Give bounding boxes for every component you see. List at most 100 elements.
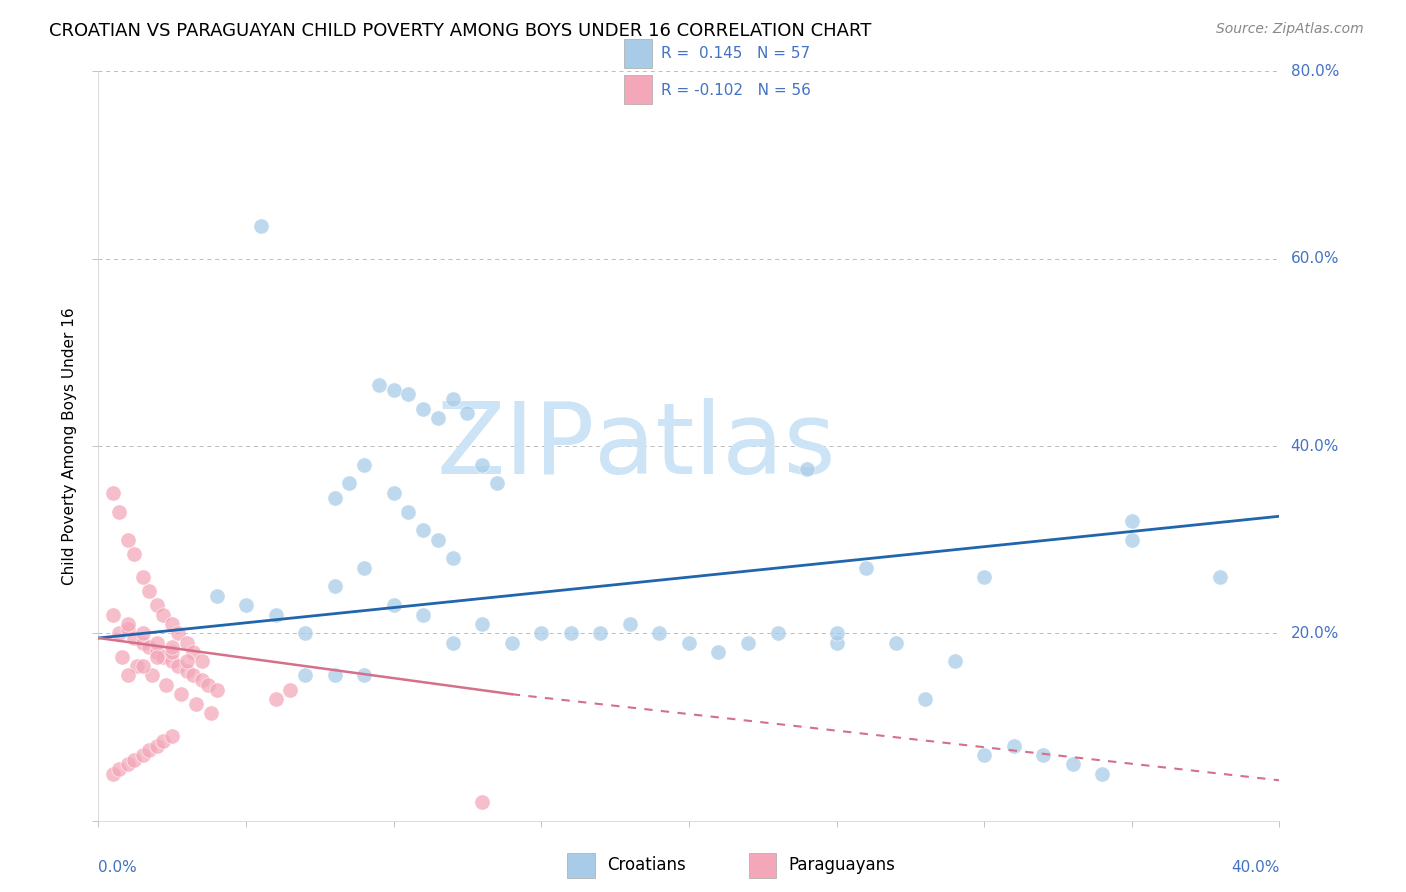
Point: [117, 757, 139, 772]
Point: [162, 655, 183, 669]
Point: [167, 659, 190, 673]
Point: [176, 655, 198, 669]
Point: [441, 551, 464, 566]
Point: [1121, 514, 1143, 528]
Point: [323, 580, 346, 594]
Point: [170, 687, 193, 701]
Point: [412, 524, 434, 538]
Text: 40.0%: 40.0%: [1291, 439, 1339, 453]
Point: [152, 649, 174, 664]
Point: [117, 622, 139, 636]
Text: 20.0%: 20.0%: [1291, 626, 1339, 640]
Point: [412, 401, 434, 416]
Point: [152, 607, 174, 622]
Point: [138, 584, 160, 599]
Point: [200, 706, 222, 720]
Point: [353, 561, 375, 575]
Point: [108, 505, 131, 519]
Point: [1062, 757, 1084, 772]
Point: [530, 626, 553, 640]
Point: [339, 476, 361, 491]
Point: [108, 762, 131, 776]
Point: [132, 635, 155, 649]
Point: [382, 383, 405, 397]
Point: [619, 617, 641, 632]
Text: 80.0%: 80.0%: [1291, 64, 1339, 78]
Point: [108, 626, 131, 640]
Point: [141, 668, 163, 682]
Point: [501, 635, 523, 649]
Point: [162, 645, 183, 659]
Point: [1032, 747, 1054, 762]
Text: atlas: atlas: [595, 398, 837, 494]
Point: [152, 734, 174, 748]
Point: [117, 617, 139, 632]
Point: [825, 626, 848, 640]
Point: [914, 692, 936, 706]
Point: [138, 743, 160, 757]
Point: [294, 626, 316, 640]
Point: [382, 486, 405, 500]
Point: [280, 682, 302, 697]
Point: [766, 626, 789, 640]
Text: R = -0.102   N = 56: R = -0.102 N = 56: [661, 83, 811, 98]
Point: [184, 697, 207, 711]
Point: [648, 626, 671, 640]
Point: [132, 626, 155, 640]
Point: [146, 649, 169, 664]
Text: CROATIAN VS PARAGUAYAN CHILD POVERTY AMONG BOYS UNDER 16 CORRELATION CHART: CROATIAN VS PARAGUAYAN CHILD POVERTY AMO…: [49, 22, 872, 40]
Point: [146, 645, 169, 659]
Point: [191, 655, 214, 669]
Text: 40.0%: 40.0%: [1232, 860, 1279, 874]
Point: [146, 635, 169, 649]
Text: Croatians: Croatians: [607, 856, 686, 874]
Text: ZIP: ZIP: [436, 398, 595, 494]
Point: [427, 533, 450, 547]
Text: Paraguayans: Paraguayans: [787, 856, 894, 874]
Text: 60.0%: 60.0%: [1291, 252, 1339, 266]
Point: [146, 599, 169, 613]
Point: [176, 635, 198, 649]
Point: [235, 599, 257, 613]
Point: [1091, 767, 1114, 781]
Point: [132, 570, 155, 584]
Point: [412, 607, 434, 622]
Point: [353, 668, 375, 682]
Point: [427, 411, 450, 425]
Point: [1002, 739, 1025, 753]
Point: [162, 617, 183, 632]
Point: [205, 682, 228, 697]
Point: [132, 747, 155, 762]
Bar: [624, 39, 652, 69]
Text: Source: ZipAtlas.com: Source: ZipAtlas.com: [1216, 22, 1364, 37]
Point: [264, 607, 287, 622]
Point: [353, 458, 375, 472]
Point: [678, 635, 700, 649]
Point: [323, 491, 346, 505]
Point: [162, 730, 183, 744]
Bar: [568, 853, 595, 878]
Text: 0.0%: 0.0%: [98, 860, 138, 874]
Point: [589, 626, 612, 640]
Point: [181, 645, 204, 659]
Bar: [748, 853, 776, 878]
Point: [162, 640, 183, 655]
Point: [176, 664, 198, 678]
Point: [167, 626, 190, 640]
Point: [382, 599, 405, 613]
Point: [125, 659, 148, 673]
Point: [1209, 570, 1232, 584]
Point: [155, 678, 177, 692]
Point: [250, 219, 273, 233]
Point: [441, 635, 464, 649]
Point: [205, 589, 228, 603]
Bar: [624, 75, 652, 104]
Point: [973, 747, 995, 762]
Point: [471, 458, 494, 472]
Point: [855, 561, 877, 575]
Point: [973, 570, 995, 584]
Point: [457, 406, 479, 420]
Point: [132, 659, 155, 673]
Point: [122, 753, 145, 767]
Point: [471, 617, 494, 632]
